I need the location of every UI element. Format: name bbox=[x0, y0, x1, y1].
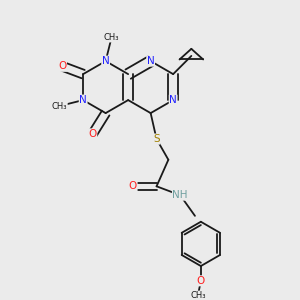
Text: CH₃: CH₃ bbox=[52, 101, 67, 110]
Text: NH: NH bbox=[172, 190, 188, 200]
Text: CH₃: CH₃ bbox=[104, 33, 119, 42]
Text: N: N bbox=[102, 56, 110, 66]
Text: N: N bbox=[79, 95, 87, 105]
Text: O: O bbox=[129, 181, 137, 191]
Text: CH₃: CH₃ bbox=[190, 291, 206, 300]
Text: O: O bbox=[88, 129, 97, 139]
Text: O: O bbox=[58, 61, 67, 71]
Text: N: N bbox=[169, 95, 177, 105]
Text: O: O bbox=[197, 276, 205, 286]
Text: N: N bbox=[147, 56, 154, 66]
Text: S: S bbox=[153, 134, 160, 144]
